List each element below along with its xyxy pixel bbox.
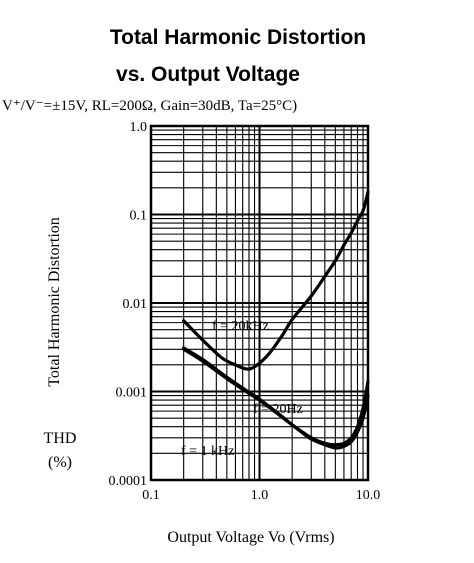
y-tick-label: 0.01	[123, 297, 148, 312]
series-label-20hz: f = 20Hz	[253, 402, 303, 417]
x-tick-label: 0.1	[142, 488, 160, 503]
y-axis-unit: (%)	[48, 454, 72, 471]
series-label-20khz: f = 20kHz	[212, 319, 269, 334]
y-tick-labels: 1.0 0.1 0.01 0.001 0.0001	[109, 120, 148, 489]
series-line-20hz	[182, 347, 370, 447]
y-tick-label: 0.0001	[109, 474, 148, 489]
series-line-1khz	[182, 346, 370, 450]
x-axis-label: Output Voltage Vo (Vrms)	[167, 529, 334, 546]
y-axis-label: Total Harmonic Distortion	[46, 217, 63, 387]
series-line-20khz	[182, 190, 370, 371]
test-conditions: V⁺/V⁻=±15V, RL=200Ω, Gain=30dB, Ta=25°C)	[2, 98, 297, 114]
y-axis-short-label: THD	[44, 430, 77, 447]
x-tick-label: 1.0	[251, 488, 269, 503]
chart-title-line1: Total Harmonic Distortion	[110, 26, 366, 49]
y-tick-label: 1.0	[130, 120, 148, 135]
x-tick-labels: 0.1 1.0 10.0	[142, 488, 380, 503]
y-tick-label: 0.1	[130, 209, 148, 224]
plot-frame	[149, 124, 370, 482]
y-tick-label: 0.001	[116, 386, 148, 401]
series-label-1khz: f = 1 kHz	[181, 444, 234, 459]
x-tick-label: 10.0	[356, 488, 381, 503]
series-curves	[182, 190, 370, 450]
plot-grid	[150, 126, 368, 481]
chart-title-line2: vs. Output Voltage	[116, 63, 300, 86]
